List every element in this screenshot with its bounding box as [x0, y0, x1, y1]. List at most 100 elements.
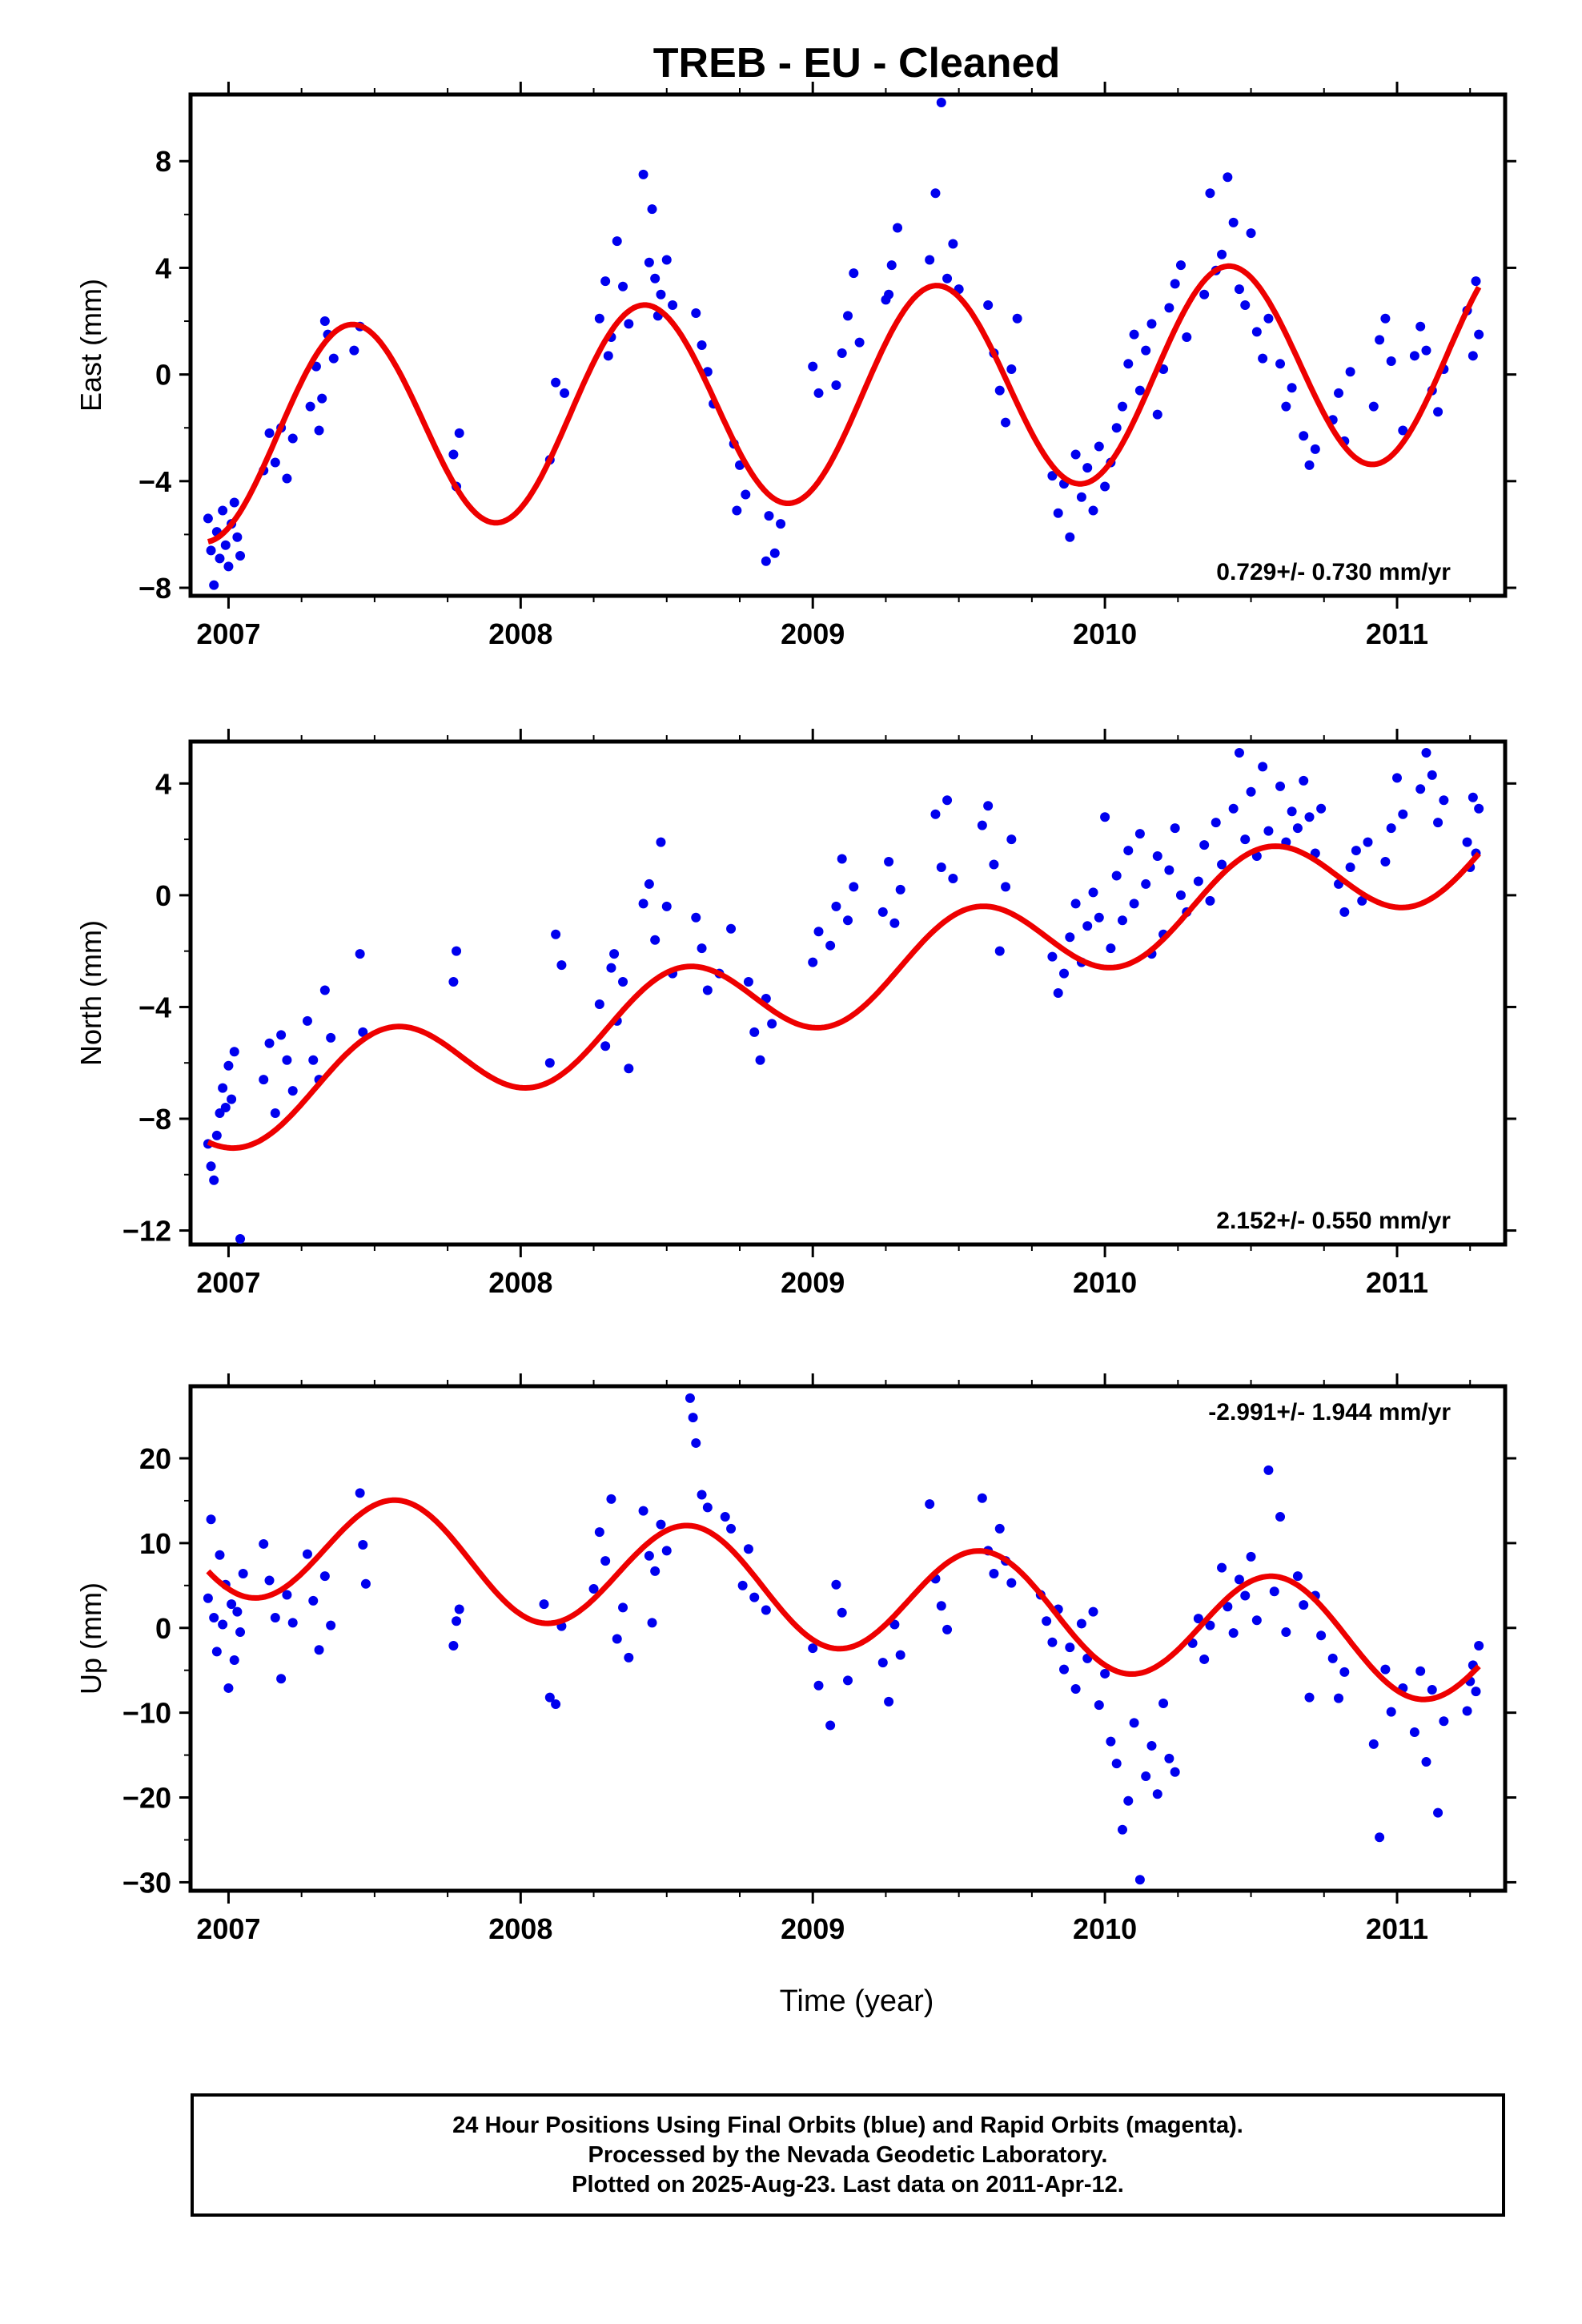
east-data-point	[1334, 388, 1344, 398]
north-data-point	[259, 1075, 269, 1085]
east-data-point	[1433, 407, 1443, 417]
east-data-point	[930, 188, 941, 199]
up-data-point	[209, 1613, 219, 1623]
east-frame	[188, 92, 1508, 598]
east-data-point	[893, 223, 903, 233]
east-data-point	[220, 540, 231, 550]
north-data-point	[551, 929, 561, 939]
north-data-point	[1193, 876, 1203, 887]
north-data-point	[1386, 823, 1396, 834]
north-x-tick-label: 2008	[488, 1266, 552, 1299]
north-data-point	[813, 927, 824, 937]
north-data-point	[594, 999, 604, 1009]
up-data-point	[1123, 1795, 1134, 1806]
north-data-point	[223, 1060, 234, 1071]
east-data-point	[624, 319, 634, 329]
up-data-point	[314, 1645, 324, 1655]
east-data-point	[1170, 279, 1180, 289]
north-data-point	[326, 1032, 336, 1043]
east-data-point	[1182, 332, 1192, 343]
east-data-point	[1386, 356, 1396, 366]
east-y-axis-title: East (mm)	[74, 279, 107, 412]
north-data-point	[1415, 784, 1426, 794]
north-data-point	[206, 1161, 216, 1172]
north-data-point	[276, 1030, 287, 1040]
north-data-point	[308, 1055, 319, 1065]
north-data-point	[600, 1041, 611, 1051]
north-data-point	[282, 1055, 292, 1065]
up-data-point	[1281, 1627, 1291, 1638]
north-data-point	[1205, 895, 1215, 906]
north-data-point	[849, 882, 859, 892]
up-data-point	[977, 1493, 987, 1503]
east-data-point	[994, 385, 1005, 396]
up-data-point	[1327, 1653, 1338, 1663]
east-data-point	[618, 281, 628, 292]
east-data-point	[1006, 364, 1017, 374]
up-data-point	[1304, 1692, 1315, 1703]
east-y-tick-label: −8	[139, 572, 171, 605]
footer-line-1: 24 Hour Positions Using Final Orbits (bl…	[452, 2112, 1243, 2138]
east-data-point	[1375, 335, 1385, 345]
up-data-point	[1059, 1664, 1070, 1675]
east-data-point	[287, 433, 298, 444]
up-data-point	[1421, 1757, 1431, 1767]
east-fit-curve	[207, 263, 1482, 545]
east-data-point	[1076, 492, 1086, 502]
north-y-tick-label: −12	[122, 1215, 171, 1248]
up-data-point	[1439, 1716, 1449, 1727]
up-data-point	[1427, 1685, 1437, 1695]
up-data-point	[452, 1616, 462, 1626]
north-fit-curve	[207, 843, 1481, 1152]
up-data-point	[994, 1523, 1005, 1534]
up-data-point	[606, 1494, 616, 1504]
up-data-point	[1217, 1562, 1227, 1573]
north-data-point	[1111, 870, 1122, 881]
east-data-point	[854, 337, 865, 348]
north-data-point	[1287, 806, 1297, 817]
east-data-point	[1175, 260, 1186, 271]
up-data-point	[215, 1550, 225, 1560]
up-data-point	[1251, 1615, 1262, 1626]
north-data-point	[994, 946, 1005, 956]
east-y-tick-label: −4	[139, 465, 171, 498]
north-data-point	[1474, 803, 1484, 814]
up-data-point	[319, 1571, 330, 1582]
up-data-point	[989, 1569, 999, 1578]
east-data-point	[668, 300, 678, 311]
north-x-tick-label: 2007	[196, 1266, 260, 1299]
north-data-point	[1345, 862, 1355, 872]
up-data-point	[287, 1618, 298, 1628]
north-data-point	[319, 985, 330, 995]
up-y-tick-label: −30	[122, 1866, 171, 1899]
east-data-point	[1082, 463, 1093, 473]
up-data-point	[1065, 1642, 1075, 1653]
east-data-point	[925, 255, 935, 265]
up-data-point	[726, 1523, 737, 1534]
up-x-tick-label: 2010	[1073, 1912, 1137, 1945]
north-data-point	[983, 801, 994, 811]
up-y-tick-label: −20	[122, 1782, 171, 1815]
east-data-point	[1065, 532, 1075, 542]
up-data-point	[539, 1599, 549, 1610]
up-data-point	[942, 1624, 953, 1634]
north-data-point	[1292, 823, 1303, 834]
chart-title: TREB - EU - Cleaned	[653, 40, 1061, 86]
up-data-point	[1134, 1875, 1145, 1885]
north-data-point	[1082, 921, 1093, 931]
up-data-point	[1474, 1641, 1484, 1651]
east-data-point	[229, 497, 239, 508]
north-data-point	[287, 1086, 298, 1096]
up-data-point	[877, 1658, 888, 1668]
east-data-point	[1146, 319, 1157, 329]
east-data-point	[319, 316, 330, 327]
up-data-point	[1234, 1574, 1244, 1585]
east-data-point	[886, 260, 897, 271]
east-data-point	[1468, 351, 1478, 361]
east-data-point	[206, 545, 216, 556]
east-data-point	[1047, 471, 1058, 481]
north-data-point	[1228, 803, 1239, 814]
east-data-point	[209, 580, 219, 590]
up-data-point	[837, 1607, 847, 1618]
north-data-point	[229, 1047, 239, 1057]
